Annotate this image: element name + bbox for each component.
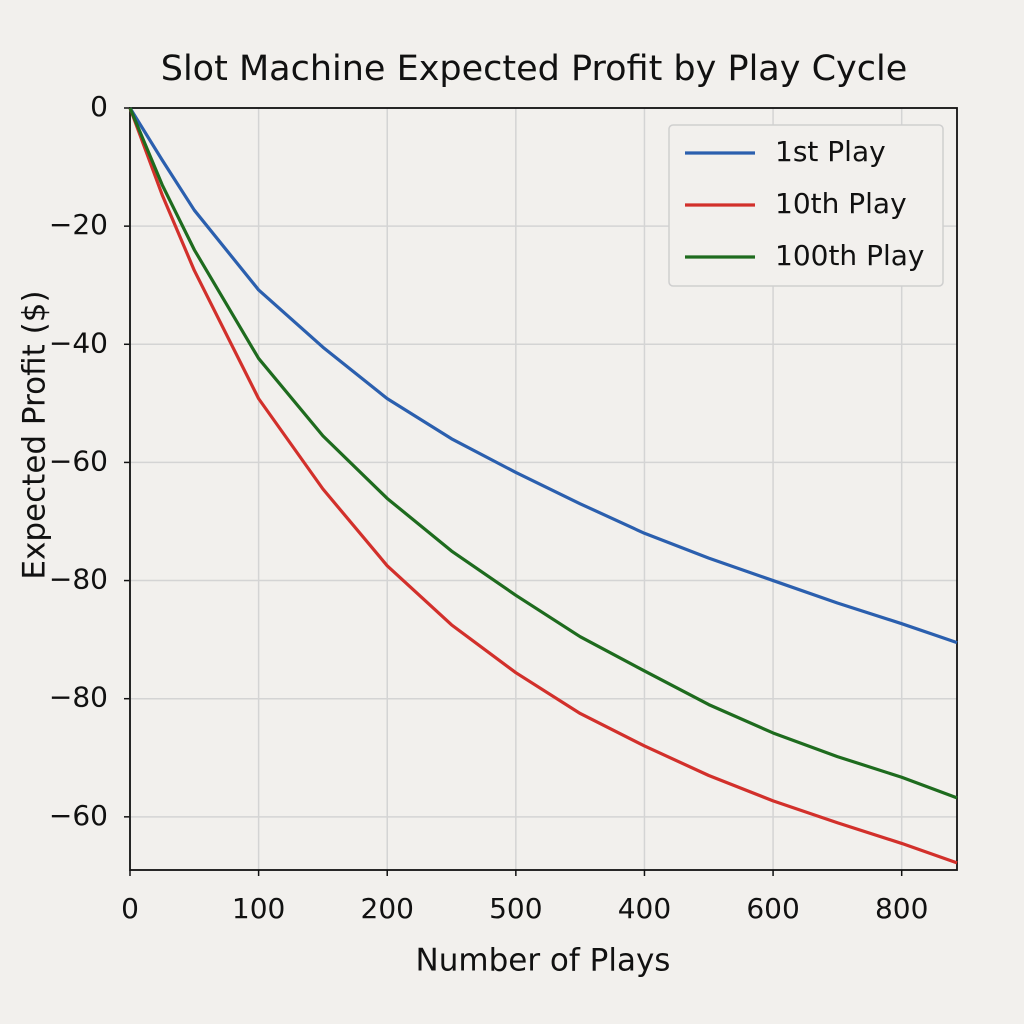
legend-box [668,124,944,287]
series-line [128,107,958,865]
chart-title: Slot Machine Expected Profit by Play Cyc… [161,49,908,89]
x-tick-label: 800 [875,892,928,925]
y-tick-label: −40 [49,326,108,359]
series-line [128,107,958,645]
y-tick-label: −60 [49,799,108,832]
y-tick-label: 0 [90,90,108,123]
legend-label: 1st Play [775,135,886,168]
y-axis-label: Expected Profit ($) [17,290,53,579]
x-tick-label: 100 [232,892,285,925]
x-tick-label: 0 [121,892,139,925]
y-tick-label: −20 [49,208,108,241]
x-tick-label: 400 [618,892,671,925]
x-tick-label: 600 [746,892,799,925]
plot-frame [129,107,958,871]
y-tick-label: −60 [49,444,108,477]
y-tick-label: −80 [49,563,108,596]
legend-label: 100th Play [775,239,924,272]
legend-label: 10th Play [775,187,907,220]
x-axis-label: Number of Plays [416,943,671,979]
x-tick-label: 200 [361,892,414,925]
x-tick-label: 500 [489,892,542,925]
series-line [128,107,958,800]
y-tick-label: −80 [49,681,108,714]
